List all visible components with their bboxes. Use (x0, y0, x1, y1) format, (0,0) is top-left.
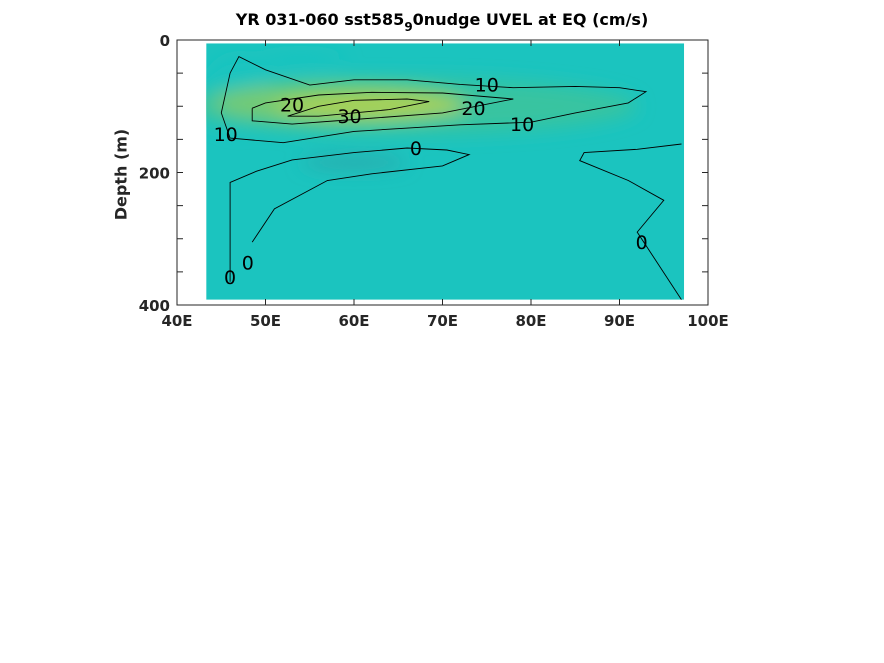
contour-label-0-6: 0 (410, 138, 422, 160)
x-tick-label-4: 80E (515, 312, 546, 330)
contour-line-0-9 (579, 143, 682, 300)
y-tick-label-0: 0 (160, 32, 170, 50)
x-tick-label-1: 50E (250, 312, 281, 330)
contour-label-10-4: 10 (214, 124, 238, 146)
contour-line-20-1 (251, 91, 514, 125)
x-tick-label-2: 60E (338, 312, 369, 330)
x-tick-label-3: 70E (427, 312, 458, 330)
chart-title: YR 031-060 sst58590nudge UVEL at EQ (cm/… (235, 10, 649, 34)
contour-label-0-9: 0 (636, 232, 648, 254)
contour-line-10-3 (220, 56, 648, 144)
contour-label-20-1: 20 (461, 98, 485, 120)
contour-line-0-6 (229, 147, 471, 282)
y-tick-label-2: 400 (139, 297, 170, 315)
x-tick-labels: 40E 50E 60E 70E 80E 90E 100E (161, 312, 728, 330)
y-tick-labels: 0 200 400 (139, 32, 170, 315)
x-tick-label-6: 100E (687, 312, 729, 330)
contour-label-0-8: 0 (242, 253, 254, 275)
contour-label-30-0: 30 (337, 106, 361, 128)
x-tick-label-0: 40E (161, 312, 192, 330)
field-blob-1 (300, 155, 408, 170)
y-tick-label-1: 200 (139, 165, 170, 183)
y-axis-label: Depth (m) (112, 129, 131, 221)
contour-label-0-7: 0 (224, 267, 236, 289)
field-blob-0 (256, 51, 346, 68)
contour-lines (220, 56, 682, 300)
contour-line-30-0 (287, 98, 430, 117)
x-tick-label-5: 90E (604, 312, 635, 330)
axis-ticks (176, 40, 709, 305)
contour-label-10-3: 10 (475, 74, 499, 96)
contour-label-20-2: 20 (280, 94, 304, 116)
contour-label-10-5: 10 (510, 114, 534, 136)
